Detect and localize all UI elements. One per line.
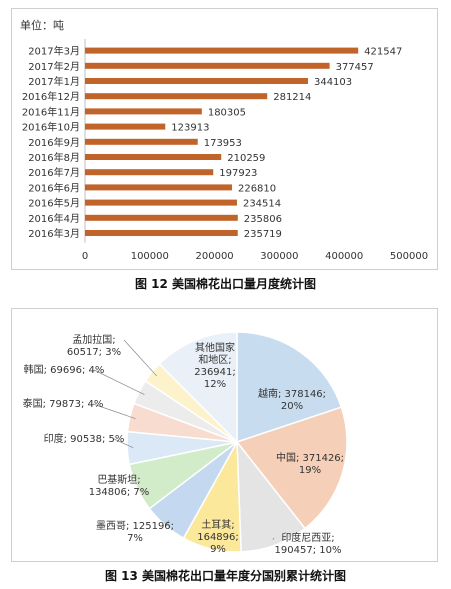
pie-slice-label: 印度; 90538; 5% <box>44 432 125 445</box>
pie-slice-label: 墨西哥; 125196; 7% <box>96 520 174 544</box>
pie-chart-panel: 越南; 378146; 20% 中国; 371426; 19% 印度尼西亚; 190457… <box>11 308 438 562</box>
data-label: 234514 <box>243 199 281 210</box>
category-label: 2016年5月 <box>28 197 80 210</box>
pie-slice <box>236 331 343 444</box>
bar-chart-caption: 图 12 美国棉花出口量月度统计图 <box>134 277 317 291</box>
category-label: 2016年7月 <box>28 166 80 179</box>
pie-slice-label: 印度尼西亚; 190457; 10% <box>275 531 342 556</box>
pie-slice-label: 越南; 378146; 20% <box>258 387 326 412</box>
category-label: 2016年4月 <box>28 212 80 225</box>
bar <box>85 184 232 191</box>
pie-chart: 越南; 378146; 20% 中国; 371426; 19% 印度尼西亚; 190457… <box>23 331 348 556</box>
data-label: 235806 <box>244 214 282 225</box>
leader-line <box>113 438 134 449</box>
category-label: 2016年11月 <box>22 105 80 118</box>
category-label: 2016年10月 <box>22 121 80 134</box>
pie-slice <box>158 331 238 444</box>
bar-chart-panel: 单位：吨 2017年3月 421547 2017年2月 377457 2017年1月 344… <box>11 8 438 270</box>
category-label: 2017年3月 <box>28 45 80 58</box>
pie-slice-label: 土耳其; 164896; 9% <box>197 518 239 555</box>
x-tick-label: 300000 <box>260 251 298 262</box>
bar <box>85 62 330 69</box>
pie-slice-label: 韩国; 69696; 4% <box>24 363 105 376</box>
category-label: 2017年2月 <box>28 60 80 73</box>
bar <box>85 230 238 236</box>
data-label: 173953 <box>204 138 242 149</box>
category-label: 2016年3月 <box>28 227 80 240</box>
leader-line <box>93 369 145 395</box>
data-label: 235719 <box>244 229 282 240</box>
pie-slice-label: 泰国; 79873; 4% <box>23 397 104 410</box>
x-tick-label: 100000 <box>131 251 169 262</box>
bar <box>85 169 214 176</box>
data-label: 421547 <box>364 47 402 58</box>
leader-line <box>272 537 275 540</box>
data-label: 123913 <box>171 123 209 134</box>
bar <box>85 154 222 160</box>
category-label: 2016年9月 <box>28 136 80 149</box>
bar <box>85 108 202 115</box>
bar-chart: 单位：吨 2017年3月 421547 2017年2月 377457 2017年1月 344… <box>20 18 428 262</box>
pie-slice-label: 中国; 371426; 19% <box>276 451 344 476</box>
x-tick-label: 500000 <box>390 251 428 262</box>
bar <box>85 78 308 84</box>
x-tick-label: 400000 <box>325 251 363 262</box>
pie-slice-label: 巴基斯坦; 134806; 7% <box>89 473 150 498</box>
category-label: 2016年6月 <box>28 181 80 194</box>
unit-label: 单位：吨 <box>20 18 64 32</box>
leader-line <box>92 403 136 419</box>
leader-line <box>123 339 157 377</box>
pie-slice-label: 其他国家和地区; 236941; 12% <box>194 341 236 390</box>
x-tick-label: 200000 <box>196 251 234 262</box>
category-label: 2016年12月 <box>22 90 80 103</box>
data-label: 281214 <box>273 92 311 103</box>
data-label: 197923 <box>219 168 257 179</box>
data-label: 180305 <box>208 107 246 118</box>
bar <box>85 199 237 206</box>
data-label: 226810 <box>238 183 276 194</box>
x-tick-label: 0 <box>82 251 88 262</box>
data-label: 344103 <box>314 77 352 88</box>
pie-slice <box>235 406 348 530</box>
pie-slice-label: 孟加拉国; 60517; 3% <box>67 333 121 358</box>
bar <box>85 138 198 145</box>
category-label: 2016年8月 <box>28 151 80 164</box>
data-label: 210259 <box>227 153 265 164</box>
pie-chart-caption: 图 13 美国棉花出口量年度分国别累计统计图 <box>104 569 347 583</box>
bar <box>85 123 166 130</box>
bar <box>85 47 359 54</box>
leader-line <box>164 520 170 527</box>
bar <box>85 214 238 221</box>
data-label: 377457 <box>336 62 374 73</box>
category-label: 2017年1月 <box>28 75 80 88</box>
bar <box>85 93 268 100</box>
